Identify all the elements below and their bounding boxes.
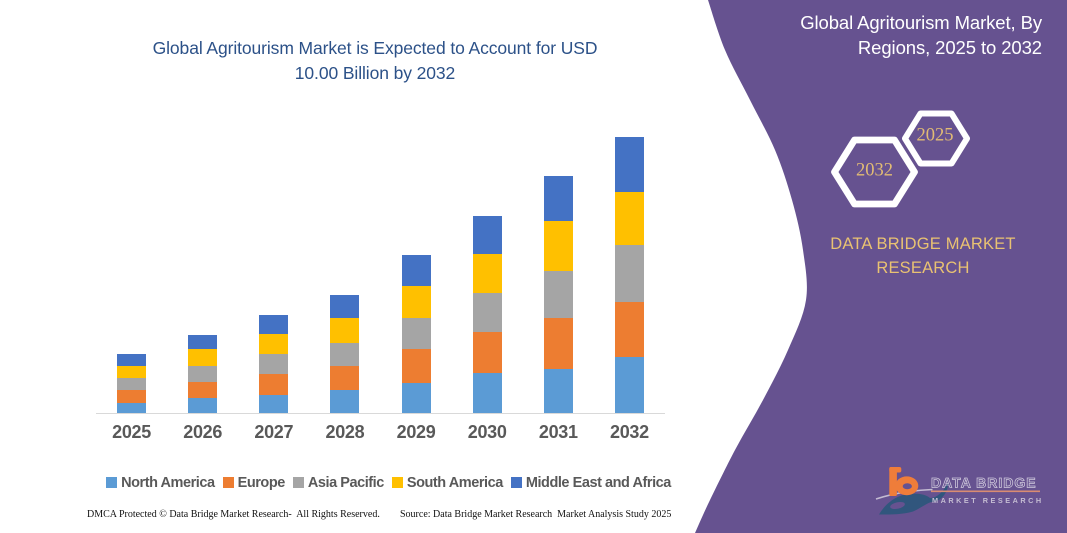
logo-b-bowl-hole [902, 483, 912, 490]
purple-panel-shape [695, 0, 1067, 533]
bar-2030-south-america [472, 254, 502, 293]
legend-label-north-america: North America [121, 474, 215, 491]
logo-b-cap [889, 467, 902, 473]
chart-title-line2: 10.00 Billion by 2032 [294, 63, 456, 83]
bar-2027-middle-east-and-africa [259, 314, 289, 335]
bar-2026-north-america [188, 398, 218, 413]
footer-dmca-text: DMCA Protected © Data Bridge Market Rese… [87, 509, 380, 520]
hexagon-2032 [831, 136, 918, 208]
chart-legend: North America Europe Asia Pacific South Ame… [104, 474, 673, 492]
hexagon-2025 [902, 110, 970, 167]
legend-item-middle-east-and-africa: Middle East and Africa [510, 474, 672, 491]
brand-name-line1: DATA BRIDGE MARKET [830, 235, 1016, 253]
chart-title: Global Agritourism Market is Expected to… [115, 36, 635, 86]
bar-2029-asia-pacific [401, 318, 431, 349]
legend-item-south-america: South America [391, 474, 503, 491]
bar-2026-middle-east-and-africa [188, 335, 218, 350]
bar-2027-europe [259, 373, 289, 396]
bar-2028-asia-pacific [330, 342, 360, 366]
logo-subtitle-text: MARKET RESEARCH [932, 496, 1044, 505]
bar-2032-asia-pacific [614, 244, 644, 303]
logo-b-stem [889, 467, 897, 496]
bar-2028-europe [330, 365, 360, 390]
bar-2029-south-america [401, 286, 431, 319]
footer-source-text: Source: Data Bridge Market Research Mark… [400, 509, 672, 520]
dbmr-logo: DATA BRIDGE MARKET RESEARCH [875, 467, 1044, 515]
x-axis-label-2030: 2030 [467, 421, 507, 442]
x-axis-label-2027: 2027 [254, 421, 294, 442]
bar-2032-europe [614, 302, 644, 357]
bar-2027-asia-pacific [259, 353, 289, 374]
bar-2028-middle-east-and-africa [330, 295, 360, 319]
bar-2032-south-america [614, 191, 644, 245]
hexagon-2025-label: 2025 [916, 125, 954, 146]
legend-swatch-europe [222, 477, 234, 488]
legend-item-europe: Europe [222, 474, 286, 491]
legend-label-europe: Europe [237, 474, 286, 491]
legend-swatch-middle-east-and-africa [510, 477, 522, 488]
panel-title: Global Agritourism Market, By Regions, 2… [622, 10, 1042, 60]
x-axis-label-2028: 2028 [325, 421, 365, 442]
bar-2026-south-america [188, 349, 218, 366]
bar-2025-asia-pacific [117, 377, 147, 390]
legend-swatch-north-america [106, 477, 118, 488]
logo-swoosh-hole [890, 502, 905, 509]
panel-title-line1: Global Agritourism Market, By [800, 12, 1042, 33]
bar-2029-middle-east-and-africa [401, 255, 431, 287]
hexagon-2032-label: 2032 [856, 160, 893, 181]
bar-2029-north-america [401, 383, 431, 413]
panel-title-line2: Regions, 2025 to 2032 [857, 37, 1042, 58]
bar-2026-europe [188, 382, 218, 399]
bar-2030-europe [472, 331, 502, 373]
bar-2031-south-america [543, 221, 573, 272]
x-axis-label-2032: 2032 [610, 421, 649, 442]
legend-item-asia-pacific: Asia Pacific [292, 474, 384, 491]
bar-2031-north-america [543, 369, 573, 413]
bar-2028-south-america [330, 318, 360, 343]
bar-2025-middle-east-and-africa [117, 353, 147, 366]
bar-2032-middle-east-and-africa [614, 137, 644, 192]
x-axis-label-2031: 2031 [538, 421, 578, 442]
legend-swatch-asia-pacific [292, 477, 304, 488]
bar-2030-north-america [472, 372, 502, 413]
legend-label-middle-east-and-africa: Middle East and Africa [525, 474, 672, 491]
logo-underline [931, 490, 1040, 493]
bar-2029-europe [401, 348, 431, 384]
legend-item-north-america: North America [106, 475, 215, 491]
bar-2028-north-america [330, 389, 360, 413]
bar-2032-north-america [614, 356, 644, 413]
bar-2027-south-america [259, 334, 289, 354]
bar-2030-asia-pacific [472, 292, 502, 332]
x-axis-line [96, 412, 665, 414]
bar-2025-north-america [117, 403, 147, 413]
bar-2031-asia-pacific [543, 271, 573, 319]
bar-2031-middle-east-and-africa [543, 176, 573, 222]
brand-name: DATA BRIDGE MARKET RESEARCH [773, 232, 1067, 280]
bar-2026-asia-pacific [188, 365, 218, 383]
legend-label-asia-pacific: Asia Pacific [307, 474, 384, 491]
bar-2030-middle-east-and-africa [472, 215, 502, 255]
bar-2027-north-america [259, 395, 289, 413]
x-axis-label-2026: 2026 [183, 421, 223, 442]
bar-2031-europe [543, 318, 573, 370]
legend-swatch-south-america [391, 477, 403, 488]
brand-name-line2: RESEARCH [876, 259, 970, 277]
legend-label-south-america: South America [406, 474, 503, 491]
logo-title-text: DATA BRIDGE [931, 475, 1037, 491]
bar-2025-europe [117, 389, 147, 404]
x-axis-label-2025: 2025 [112, 421, 151, 442]
chart-title-line1: Global Agritourism Market is Expected to… [152, 38, 598, 58]
x-axis-label-2029: 2029 [396, 421, 436, 442]
bar-2025-south-america [117, 365, 147, 378]
